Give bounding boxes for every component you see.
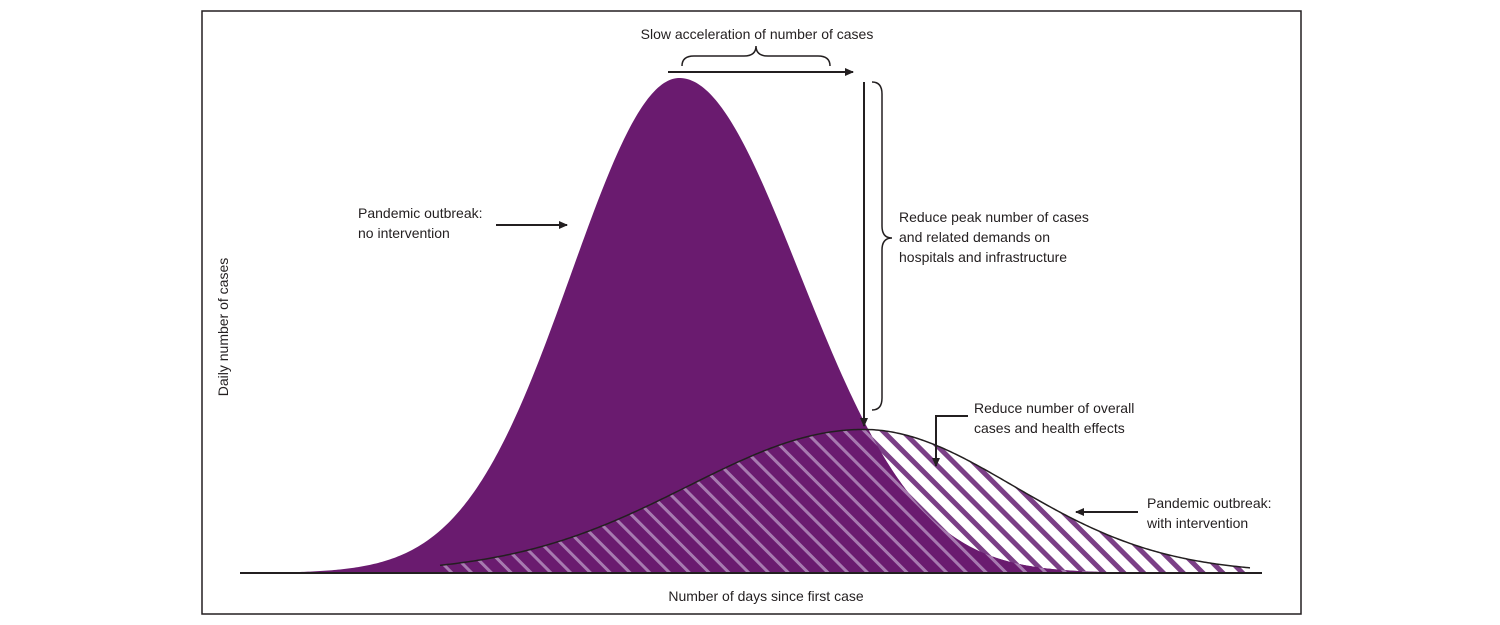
slow-acceleration-label: Slow acceleration of number of cases — [641, 26, 874, 42]
no-intervention-label: Pandemic outbreak: no intervention — [358, 205, 486, 241]
no-intervention-curve — [258, 78, 1235, 573]
with-intervention-outline — [439, 428, 1251, 569]
slow-acceleration-brace — [681, 45, 831, 67]
reduce-overall-arrow — [932, 415, 968, 467]
reduce-overall-label: Reduce number of overall cases and healt… — [974, 400, 1138, 436]
reduce-peak-brace — [871, 81, 893, 411]
reduce-peak-label: Reduce peak number of cases and related … — [899, 209, 1093, 265]
with-intervention-label: Pandemic outbreak: with intervention — [1146, 495, 1275, 531]
y-axis-label: Daily number of cases — [215, 258, 231, 397]
x-axis-label: Number of days since first case — [668, 588, 864, 604]
figure-frame — [201, 10, 1302, 615]
